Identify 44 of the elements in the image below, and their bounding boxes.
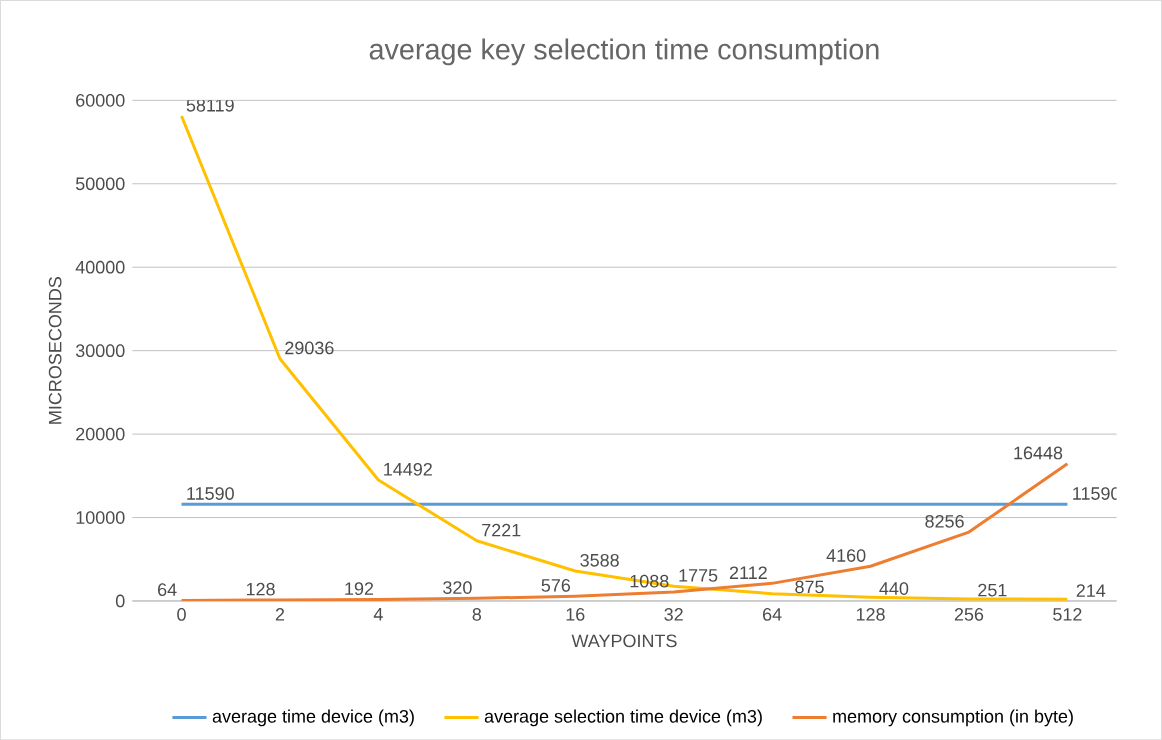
line-series: [180, 462, 1069, 601]
data-label: 3588: [580, 553, 619, 567]
data-label: 251: [978, 583, 1007, 597]
data-label: 320: [443, 581, 472, 594]
data-label: 4160: [826, 548, 866, 562]
data-label: 8256: [925, 514, 964, 528]
line-series: [180, 114, 1069, 601]
y-tick-label: 50000: [75, 177, 125, 191]
x-tick-label: 4: [373, 607, 383, 621]
data-label: 16448: [1014, 446, 1063, 460]
y-tick-label: 10000: [76, 511, 125, 524]
data-label: 11590: [187, 486, 234, 500]
data-label: 29036: [285, 341, 334, 355]
x-tick-label: 8: [472, 607, 482, 621]
data-label: 7221: [482, 523, 521, 537]
x-tick-label: 256: [954, 607, 984, 621]
x-axis-title: WAYPOINTS: [571, 634, 677, 648]
data-label: 214: [1076, 584, 1106, 597]
y-tick-label: 20000: [76, 427, 125, 441]
y-tick-label: 60000: [76, 93, 125, 107]
x-tick-label: 512: [1053, 607, 1082, 621]
data-label: 14492: [384, 462, 432, 476]
y-tick-label: 30000: [75, 344, 125, 357]
y-tick-label: 0: [115, 594, 125, 608]
x-tick-label: 32: [664, 607, 683, 621]
data-label: 875: [795, 580, 824, 594]
y-tick-label: 40000: [75, 260, 125, 274]
x-tick-label: 2: [275, 607, 285, 621]
x-tick-label: 0: [177, 607, 186, 621]
data-label: 2112: [729, 566, 767, 579]
x-tick-label: 64: [763, 607, 782, 621]
data-label: 440: [879, 582, 909, 595]
data-label: 128: [246, 582, 275, 596]
legend-label: average time device (m3): [212, 709, 414, 727]
data-label: 64: [158, 583, 177, 596]
x-tick-label: 16: [566, 607, 585, 621]
data-label: 1775: [679, 569, 718, 582]
y-axis-title: MICROSECONDS: [48, 276, 62, 424]
data-label: 192: [345, 582, 374, 595]
chart-title: average key selection time consumption: [369, 38, 879, 66]
data-label: 576: [541, 578, 571, 592]
legend-label: average selection time device (m3): [484, 709, 762, 727]
x-tick-label: 128: [856, 607, 885, 621]
legend-label: memory consumption (in byte): [833, 709, 1073, 727]
